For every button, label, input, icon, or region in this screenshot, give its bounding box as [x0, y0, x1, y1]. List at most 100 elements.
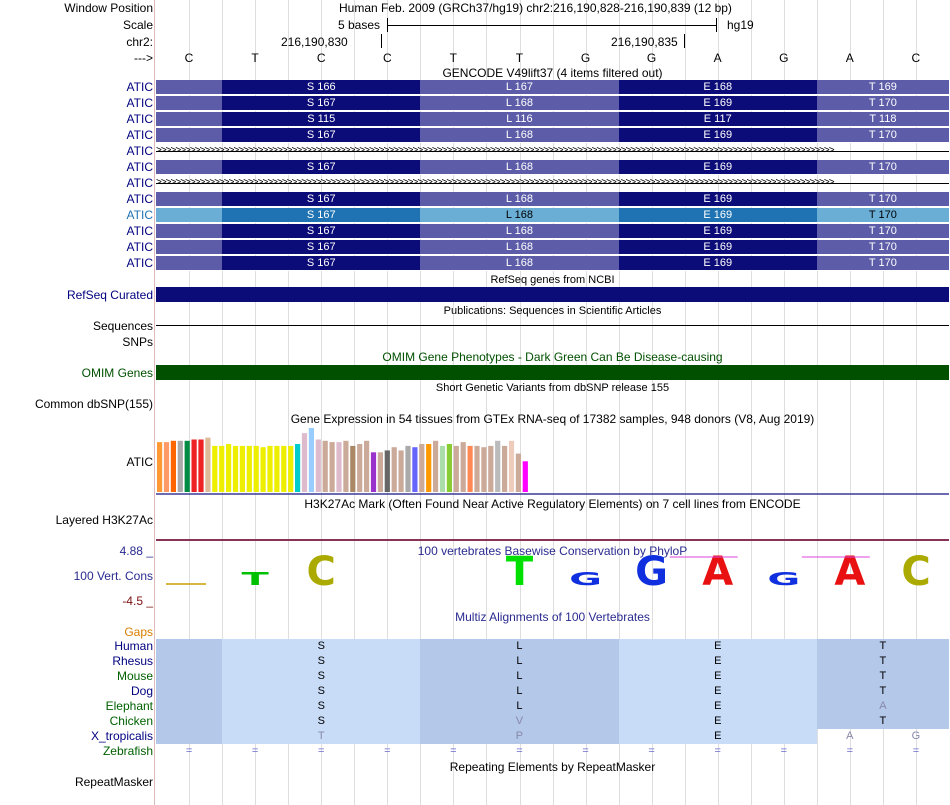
species-label[interactable]: Human [114, 639, 153, 653]
gencode-transcript[interactable]: >>>>>>>>>>>>>>>>>>>>>>>>>>>>>>>>>>>>>>>>… [156, 177, 949, 188]
codon-block[interactable] [156, 160, 223, 174]
gencode-transcript[interactable]: S 167 L 168 E 169 T 170 [156, 160, 949, 175]
gencode-transcript[interactable]: S 167 L 168 E 169 T 170 [156, 192, 949, 207]
codon-block[interactable]: L 168 [420, 256, 619, 270]
omim-gene-bar[interactable] [156, 365, 949, 380]
gtex-tissue-bar[interactable] [488, 445, 494, 492]
gtex-tissue-bar[interactable] [364, 440, 370, 492]
codon-block[interactable] [156, 256, 223, 270]
codon-block[interactable]: E 169 [618, 128, 817, 142]
codon-block[interactable] [156, 80, 223, 94]
codon-block[interactable]: E 169 [618, 224, 817, 238]
codon-block[interactable]: T 170 [816, 224, 949, 238]
gtex-tissue-bar[interactable] [426, 444, 432, 492]
gtex-bar-chart[interactable] [156, 428, 949, 496]
gtex-tissue-bar[interactable] [232, 445, 239, 492]
codon-block[interactable]: L 168 [420, 240, 619, 254]
gtex-tissue-bar[interactable] [515, 453, 521, 492]
codon-block[interactable]: S 167 [222, 240, 421, 254]
gtex-tissue-bar[interactable] [377, 452, 383, 492]
species-label[interactable]: Mouse [116, 669, 153, 683]
gtex-tissue-bar[interactable] [481, 447, 487, 492]
gtex-tissue-bar[interactable] [260, 447, 266, 492]
gtex-tissue-bar[interactable] [177, 440, 183, 492]
gtex-tissue-bar[interactable] [343, 440, 349, 492]
codon-block[interactable]: S 167 [222, 128, 421, 142]
codon-block[interactable]: S 167 [222, 208, 421, 222]
gtex-tissue-bar[interactable] [508, 440, 515, 492]
snps-label[interactable]: SNPs [122, 335, 153, 349]
gtex-tissue-bar[interactable] [502, 445, 508, 492]
gtex-tissue-bar[interactable] [460, 442, 466, 492]
gencode-row-label[interactable]: ATIC [126, 96, 153, 110]
codon-block[interactable]: L 116 [420, 112, 619, 126]
h3k27ac-label[interactable]: Layered H3K27Ac [55, 513, 153, 527]
gtex-tissue-bar[interactable] [405, 445, 411, 492]
gtex-tissue-bar[interactable] [301, 433, 308, 492]
codon-block[interactable]: E 169 [618, 96, 817, 110]
gtex-tissue-bar[interactable] [184, 440, 190, 492]
codon-block[interactable]: S 167 [222, 256, 421, 270]
gencode-transcript[interactable]: S 167 L 168 E 169 T 170 [156, 128, 949, 143]
codon-block[interactable] [156, 240, 223, 254]
codon-block[interactable]: T 118 [816, 112, 949, 126]
codon-block[interactable]: S 166 [222, 80, 421, 94]
gtex-tissue-bar[interactable] [495, 440, 501, 492]
gencode-row-label[interactable]: ATIC [126, 240, 153, 254]
codon-block[interactable]: E 117 [618, 112, 817, 126]
gtex-tissue-bar[interactable] [350, 445, 356, 492]
codon-block[interactable]: T 170 [816, 160, 949, 174]
gtex-tissue-bar[interactable] [295, 444, 301, 492]
gencode-row-label[interactable]: ATIC [126, 192, 153, 206]
codon-block[interactable]: S 167 [222, 192, 421, 206]
gencode-row-label[interactable]: ATIC [126, 80, 153, 94]
gencode-row-label[interactable]: ATIC [126, 128, 153, 142]
codon-block[interactable]: T 170 [816, 192, 949, 206]
gtex-tissue-bar[interactable] [370, 452, 377, 492]
gtex-tissue-bar[interactable] [219, 445, 225, 492]
gtex-label[interactable]: ATIC [126, 455, 153, 469]
codon-block[interactable] [156, 96, 223, 110]
gtex-tissue-bar[interactable] [226, 444, 232, 492]
codon-block[interactable]: S 167 [222, 160, 421, 174]
gtex-tissue-bar[interactable] [467, 445, 473, 492]
codon-block[interactable]: E 169 [618, 256, 817, 270]
gtex-tissue-bar[interactable] [315, 439, 321, 493]
codon-block[interactable]: T 170 [816, 128, 949, 142]
gtex-tissue-bar[interactable] [274, 445, 280, 492]
gtex-tissue-bar[interactable] [253, 445, 259, 492]
gtex-tissue-bar[interactable] [522, 461, 528, 492]
codon-block[interactable]: S 167 [222, 96, 421, 110]
species-label[interactable]: Rhesus [112, 654, 153, 668]
codon-block[interactable] [156, 224, 223, 238]
gtex-tissue-bar[interactable] [198, 439, 204, 493]
gaps-label[interactable]: Gaps [124, 625, 153, 639]
gtex-tissue-bar[interactable] [412, 447, 418, 492]
gencode-transcript[interactable]: >>>>>>>>>>>>>>>>>>>>>>>>>>>>>>>>>>>>>>>>… [156, 145, 949, 156]
gtex-tissue-bar[interactable] [288, 445, 294, 492]
repeat-label[interactable]: RepeatMasker [74, 775, 153, 789]
gtex-tissue-bar[interactable] [163, 442, 170, 492]
codon-block[interactable]: L 168 [420, 224, 619, 238]
gtex-tissue-bar[interactable] [433, 440, 439, 492]
codon-block[interactable]: E 169 [618, 160, 817, 174]
gtex-tissue-bar[interactable] [336, 442, 342, 492]
gencode-row-label[interactable]: ATIC [126, 176, 153, 190]
gtex-tissue-bar[interactable] [205, 437, 211, 492]
codon-block[interactable]: E 169 [618, 240, 817, 254]
codon-block[interactable]: T 170 [816, 208, 949, 222]
gencode-row-label[interactable]: ATIC [126, 112, 153, 126]
gencode-row-label[interactable]: ATIC [126, 224, 153, 238]
species-label[interactable]: X_tropicalis [90, 729, 153, 743]
gtex-tissue-bar[interactable] [281, 445, 287, 492]
sequences-label[interactable]: Sequences [92, 319, 153, 333]
gencode-row-label[interactable]: ATIC [126, 160, 153, 174]
gtex-tissue-bar[interactable] [267, 445, 273, 492]
codon-block[interactable]: L 168 [420, 128, 619, 142]
